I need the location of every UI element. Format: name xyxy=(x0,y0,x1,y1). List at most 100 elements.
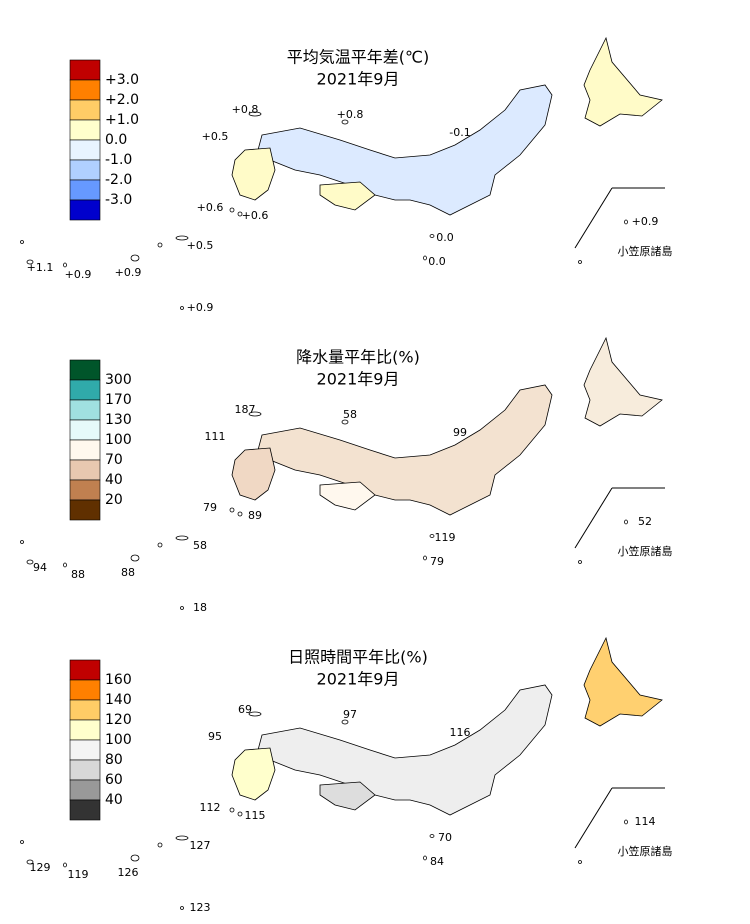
island xyxy=(20,411,628,610)
legend-swatch xyxy=(69,79,101,101)
island xyxy=(578,260,582,264)
island xyxy=(130,554,140,562)
station-label: +0.9 xyxy=(65,268,92,281)
island xyxy=(423,555,427,561)
station-label: +0.6 xyxy=(242,209,269,222)
island xyxy=(248,411,262,417)
station-label: 123 xyxy=(190,901,211,914)
station-label: 69 xyxy=(238,703,252,716)
island xyxy=(248,711,262,717)
legend-swatch xyxy=(69,679,101,701)
legend-label: 40 xyxy=(105,472,123,488)
island xyxy=(237,811,243,817)
inset-label: 小笠原諸島 xyxy=(618,844,673,858)
legend-swatch xyxy=(69,59,101,81)
island xyxy=(20,111,628,310)
legend-swatch xyxy=(69,699,101,721)
kyushu xyxy=(231,447,276,501)
island xyxy=(229,507,235,513)
shikoku xyxy=(319,181,376,211)
island xyxy=(20,240,24,244)
station-label: +0.5 xyxy=(202,130,229,143)
station-label: -0.1 xyxy=(449,126,470,139)
island xyxy=(180,606,184,610)
island xyxy=(180,306,184,310)
map-panel: 降水量平年比(%) 2021年9月 300 170 130 100 70 40 20 187 58 1… xyxy=(20,336,673,614)
island xyxy=(26,259,34,265)
station-label: 94 xyxy=(33,561,47,574)
island xyxy=(180,906,184,910)
shikoku xyxy=(319,781,376,811)
island xyxy=(26,559,34,565)
island xyxy=(341,119,349,125)
legend-swatch xyxy=(69,199,101,221)
honshu xyxy=(257,84,553,216)
legend-swatch xyxy=(69,399,101,421)
island xyxy=(175,235,189,241)
island xyxy=(341,419,349,425)
station-label: +0.6 xyxy=(197,201,224,214)
legend-label: 170 xyxy=(105,392,132,408)
station-label: 70 xyxy=(438,831,452,844)
island xyxy=(341,719,349,725)
map-subtitle: 2021年9月 xyxy=(317,370,400,389)
island xyxy=(63,862,67,868)
legend-label: 0.0 xyxy=(105,132,127,148)
legend-swatch xyxy=(69,659,101,681)
island xyxy=(229,807,235,813)
station-label: 116 xyxy=(450,726,471,739)
legend-label: 140 xyxy=(105,692,132,708)
legend-swatch xyxy=(69,479,101,501)
station-label: +0.8 xyxy=(232,103,259,116)
station-label: 187 xyxy=(235,403,256,416)
island xyxy=(237,211,243,217)
station-label: 95 xyxy=(208,730,222,743)
island xyxy=(20,711,628,910)
island xyxy=(237,511,243,517)
station-label: 114 xyxy=(635,815,656,828)
legend-swatch xyxy=(69,99,101,121)
legend-label: 300 xyxy=(105,372,132,388)
island xyxy=(20,540,24,544)
station-label: 112 xyxy=(200,801,221,814)
legend-label: -1.0 xyxy=(105,152,132,168)
island xyxy=(578,860,582,864)
legend-swatch xyxy=(69,739,101,761)
legend-swatch xyxy=(69,439,101,461)
station-label: 99 xyxy=(453,426,467,439)
legend-swatch xyxy=(69,759,101,781)
island xyxy=(624,819,628,825)
inset-label: 小笠原諸島 xyxy=(618,244,673,258)
station-label: 115 xyxy=(245,809,266,822)
legend-label: +3.0 xyxy=(105,72,139,88)
station-label: 88 xyxy=(71,568,85,581)
legend-swatch xyxy=(69,799,101,821)
legend-label: 20 xyxy=(105,492,123,508)
legend-label: 60 xyxy=(105,772,123,788)
station-label: 127 xyxy=(190,839,211,852)
legend-swatch xyxy=(69,119,101,141)
legend-label: +1.0 xyxy=(105,112,139,128)
map-panel: 平均気温平年差(℃) 2021年9月 +3.0 +2.0 +1.0 0.0 -1.0 -2.0… xyxy=(20,36,673,314)
legend-label: +2.0 xyxy=(105,92,139,108)
island xyxy=(175,535,189,541)
island xyxy=(229,207,235,213)
station-label: 119 xyxy=(435,531,456,544)
station-label: +0.8 xyxy=(337,108,364,121)
station-label: +0.9 xyxy=(632,215,659,228)
island xyxy=(20,840,24,844)
legend-swatch xyxy=(69,419,101,441)
legend-swatch xyxy=(69,499,101,521)
japan-map xyxy=(20,36,665,310)
hokkaido xyxy=(583,636,663,727)
inset-label: 小笠原諸島 xyxy=(618,544,673,558)
legend-label: 160 xyxy=(105,672,132,688)
station-label: +0.9 xyxy=(115,266,142,279)
inset-frame xyxy=(574,487,613,549)
kyushu xyxy=(231,147,276,201)
station-label: 97 xyxy=(343,708,357,721)
island xyxy=(429,534,435,538)
station-label: 58 xyxy=(343,408,357,421)
island xyxy=(429,834,435,838)
